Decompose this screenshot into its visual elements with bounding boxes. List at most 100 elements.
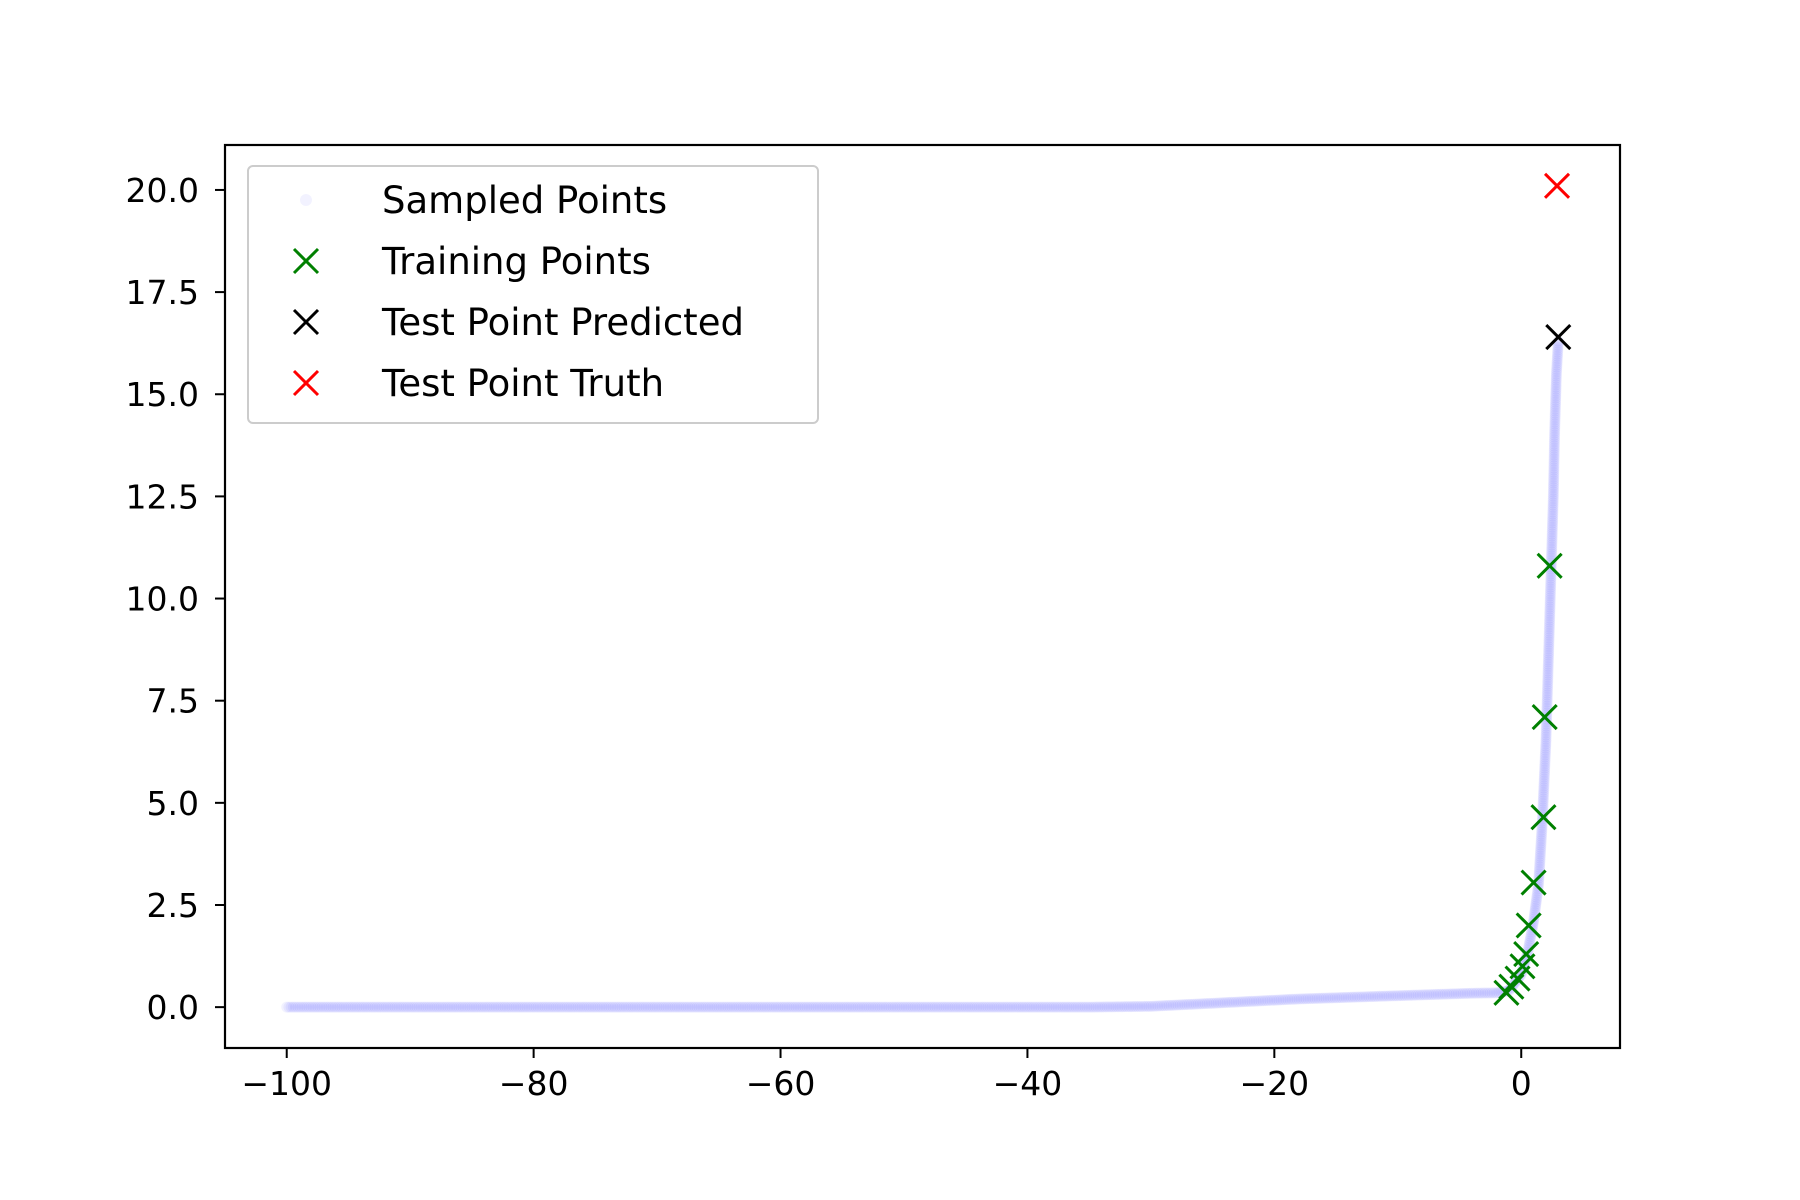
sampled-point <box>1544 594 1556 606</box>
sampled-point <box>900 1001 912 1013</box>
sampled-point <box>1041 1001 1053 1013</box>
sampled-point <box>1539 755 1551 767</box>
sampled-point <box>576 1001 588 1013</box>
sampled-point <box>581 1001 593 1013</box>
sampled-point <box>1547 488 1559 500</box>
sampled-point <box>1540 738 1552 750</box>
sampled-point <box>1309 992 1321 1004</box>
sampled-point <box>1423 989 1435 1001</box>
sampled-point <box>1226 996 1238 1008</box>
sampled-point <box>448 1001 460 1013</box>
sampled-point <box>1306 993 1318 1005</box>
sampled-point <box>823 1001 835 1013</box>
sampled-point <box>1550 390 1562 402</box>
sampled-point <box>1537 802 1549 814</box>
sampled-point <box>1547 493 1559 505</box>
sampled-point <box>1081 1001 1093 1013</box>
sampled-point <box>1437 988 1449 1000</box>
sampled-point <box>827 1001 839 1013</box>
sampled-point <box>1529 905 1541 917</box>
sampled-point <box>287 1001 299 1013</box>
sampled-point <box>1176 999 1188 1011</box>
sampled-point <box>825 1001 837 1013</box>
sampled-point <box>1535 839 1547 851</box>
sampled-point <box>426 1001 438 1013</box>
sampled-point <box>563 1001 575 1013</box>
sampled-point <box>1228 996 1240 1008</box>
sampled-point <box>1174 999 1186 1011</box>
sampled-point <box>550 1001 562 1013</box>
sampled-point <box>1534 850 1546 862</box>
sampled-point <box>442 1001 454 1013</box>
sampled-point <box>655 1001 667 1013</box>
sampled-point <box>1201 998 1213 1010</box>
sampled-point <box>1464 987 1476 999</box>
sampled-point <box>664 1001 676 1013</box>
sampled-point <box>1181 999 1193 1011</box>
sampled-point <box>1298 993 1310 1005</box>
sampled-point <box>1338 991 1350 1003</box>
sampled-point <box>1428 989 1440 1001</box>
sampled-point <box>473 1001 485 1013</box>
sampled-point <box>1354 991 1366 1003</box>
sampled-point <box>1548 444 1560 456</box>
plot-frame <box>223 143 1622 1050</box>
y-tick-label: 10.0 <box>126 580 199 619</box>
sampled-point <box>1015 1001 1027 1013</box>
sampled-point <box>631 1001 643 1013</box>
sampled-point <box>1538 780 1550 792</box>
sampled-point <box>376 1001 388 1013</box>
sampled-point <box>737 1001 749 1013</box>
sampled-point <box>618 1001 630 1013</box>
sampled-point <box>955 1001 967 1013</box>
sampled-point <box>1550 370 1562 382</box>
sampled-point <box>1448 988 1460 1000</box>
sampled-point <box>1543 618 1555 630</box>
sampled-point <box>433 1001 445 1013</box>
sampled-point <box>1544 603 1556 615</box>
legend-label: Sampled Points <box>382 179 667 222</box>
sampled-point <box>995 1001 1007 1013</box>
sampled-point <box>1548 458 1560 470</box>
sampled-point <box>805 1001 817 1013</box>
sampled-point <box>1549 429 1561 441</box>
sampled-point <box>1129 1001 1141 1013</box>
sampled-point <box>1365 991 1377 1003</box>
sampled-point <box>1552 342 1564 354</box>
sampled-point <box>1475 987 1487 999</box>
sampled-point <box>686 1001 698 1013</box>
sampled-point <box>1552 344 1564 356</box>
legend: Sampled Points Training Points Test Point … <box>247 165 819 424</box>
sampled-point <box>658 1001 670 1013</box>
sampled-point <box>1313 992 1325 1004</box>
sampled-point <box>1549 405 1561 417</box>
sampled-point <box>1542 676 1554 688</box>
sampled-point <box>988 1001 1000 1013</box>
sampled-point <box>1473 987 1485 999</box>
sampled-point <box>510 1001 522 1013</box>
sampled-point <box>1537 800 1549 812</box>
sampled-point <box>567 1001 579 1013</box>
sampled-point <box>1545 579 1557 591</box>
sampled-point <box>927 1001 939 1013</box>
sampled-point <box>1349 991 1361 1003</box>
sampled-point <box>409 1001 421 1013</box>
sampled-point <box>999 1001 1011 1013</box>
sampled-point <box>1333 992 1345 1004</box>
sampled-point <box>384 1001 396 1013</box>
sampled-point <box>803 1001 815 1013</box>
sampled-point <box>1541 696 1553 708</box>
sampled-point <box>371 1001 383 1013</box>
sampled-point <box>543 1001 555 1013</box>
sampled-point <box>1539 749 1551 761</box>
sampled-point <box>362 1001 374 1013</box>
sampled-point <box>843 1001 855 1013</box>
sampled-point <box>744 1001 756 1013</box>
sampled-point <box>1021 1001 1033 1013</box>
sampled-point <box>1403 989 1415 1001</box>
sampled-point <box>748 1001 760 1013</box>
sampled-point <box>1017 1001 1029 1013</box>
sampled-point <box>1540 740 1552 752</box>
sampled-point <box>1412 989 1424 1001</box>
